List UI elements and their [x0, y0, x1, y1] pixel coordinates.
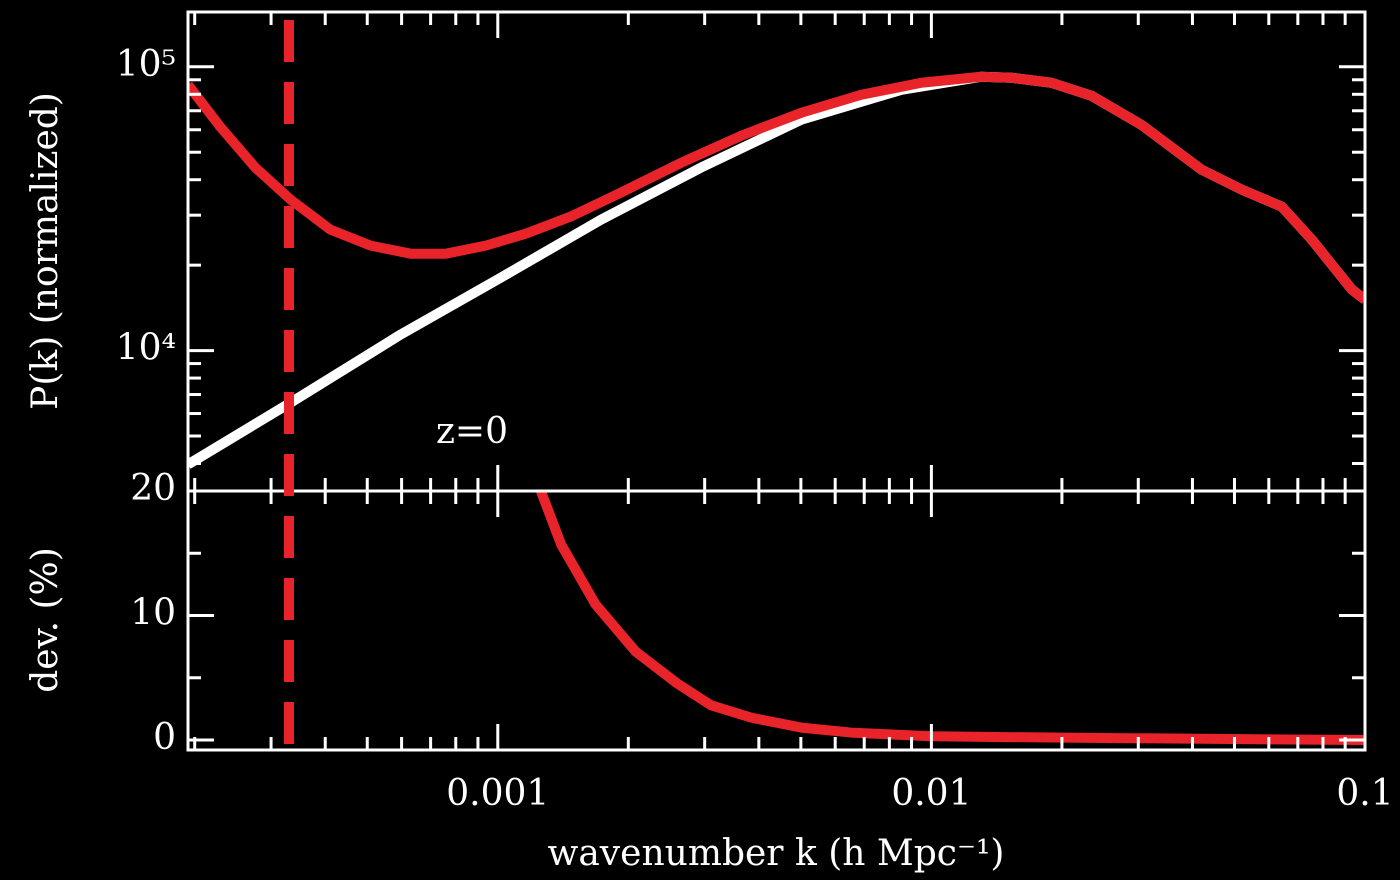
- y-axis-label: P(k) (normalized): [25, 92, 66, 410]
- panel-frame: [186, 489, 1367, 752]
- plot-area: 10⁴ 10⁵ 0 10 20 0.001 0.01 0.1: [116, 10, 1394, 814]
- data-line: [536, 491, 1365, 746]
- y-tick-label: 0: [153, 717, 176, 758]
- y-tick-label: 10⁵: [116, 44, 176, 85]
- annotation: z=0: [436, 411, 508, 452]
- x-axis-label: wavenumber k (h Mpc⁻¹): [548, 833, 1005, 874]
- y-tick-label: 20: [130, 468, 176, 509]
- data-line: [188, 71, 1365, 304]
- y-tick-label: 10⁴: [116, 328, 176, 369]
- x-tick-label: 0.001: [446, 773, 549, 814]
- y-axis-label: dev. (%): [25, 547, 66, 693]
- series-group: [188, 71, 1365, 469]
- x-tick-label: 0.1: [1336, 773, 1393, 814]
- x-tick-label: 0.01: [891, 773, 971, 814]
- y-tick-label: 10: [130, 593, 176, 634]
- series-group: [536, 491, 1365, 746]
